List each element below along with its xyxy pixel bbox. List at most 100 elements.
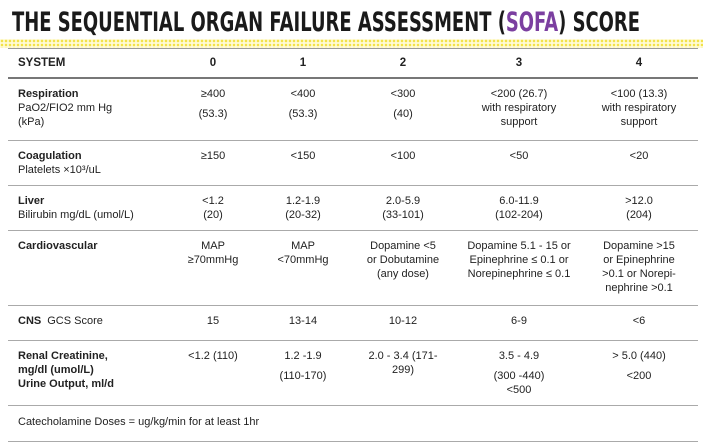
system-detail: GCS Score xyxy=(47,314,103,327)
cell-text: support xyxy=(500,116,538,128)
cell-text: ≥70mmHg xyxy=(187,253,239,266)
sofa-table: SYSTEM 0 1 2 3 4 Respiration PaO2/FIO2 mm Hg (k… xyxy=(8,48,698,442)
table-row: Respiration PaO2/FIO2 mm Hg (kPa) ≥400 (53.3… xyxy=(8,78,698,141)
title-text: THE SEQUENTIAL ORGAN FAILURE ASSESSMENT … xyxy=(12,7,640,38)
score-cell: Dopamine 5.1 - 15 or Epinephrine ≤ 0.1 or… xyxy=(458,230,580,306)
cell-text: <1.2 xyxy=(202,194,224,207)
table-row: Renal Creatinine, mg/dl (umol/L) Urine Out… xyxy=(8,340,698,406)
system-name: Respiration xyxy=(18,88,79,100)
score-cell: <20 xyxy=(580,140,698,186)
table-row: Coagulation Platelets ×10³/uL ≥150 <150 <100… xyxy=(8,140,698,186)
cell-text: >12.0 xyxy=(625,194,653,207)
cell-text: <200 (26.7) xyxy=(490,88,548,100)
score-cell: <200 (26.7) with respiratory support xyxy=(458,78,580,141)
cell-text: <500 xyxy=(506,383,532,396)
cell-text: (40) xyxy=(393,108,413,120)
dotted-strip xyxy=(0,39,703,48)
score-cell: ≥150 xyxy=(168,140,258,186)
header-cell: 1 xyxy=(258,48,348,79)
cell-text: or Epinephrine xyxy=(603,253,675,266)
system-name: Cardiovascular xyxy=(18,239,98,252)
cell-text: <400 xyxy=(290,88,316,100)
cell-text: (300 -440) xyxy=(493,369,545,382)
score-cell: <400 (53.3) xyxy=(258,78,348,141)
system-name: Urine Output, ml/d xyxy=(18,377,114,390)
cell-text: (any dose) xyxy=(377,267,429,280)
system-cell: Renal Creatinine, mg/dl (umol/L) Urine Out… xyxy=(8,340,168,406)
system-detail: Platelets ×10³/uL xyxy=(18,163,101,176)
score-cell: <50 xyxy=(458,140,580,186)
footnote-row: Catecholamine Doses = ug/kg/min for at l… xyxy=(8,405,698,442)
cell-text: 2.0-5.9 xyxy=(385,194,421,207)
score-cell: <100 xyxy=(348,140,458,186)
score-cell: 10-12 xyxy=(348,305,458,341)
header-cell: 2 xyxy=(348,48,458,79)
system-cell: CNS GCS Score xyxy=(8,305,168,341)
title-highlight: SOFA xyxy=(506,7,558,38)
cell-text: (20) xyxy=(203,208,223,221)
score-cell: 6.0-11.9 (102-204) xyxy=(458,185,580,231)
cell-text: (53.3) xyxy=(288,108,318,120)
score-cell: 1.2-1.9 (20-32) xyxy=(258,185,348,231)
score-cell: <1.2 (20) xyxy=(168,185,258,231)
cell-text: 3.5 - 4.9 xyxy=(498,349,540,362)
table-row: Liver Bilirubin mg/dL (umol/L) <1.2 (20) 1.2… xyxy=(8,185,698,231)
cell-text: >0.1 or Norepi- xyxy=(602,267,676,280)
system-detail: Bilirubin mg/dL (umol/L) xyxy=(18,208,134,221)
score-cell: <150 xyxy=(258,140,348,186)
cell-text: (53.3) xyxy=(198,108,228,120)
footnote: Catecholamine Doses = ug/kg/min for at l… xyxy=(8,405,698,442)
cell-text: Dopamine >15 xyxy=(603,239,675,252)
system-name: Renal Creatinine, xyxy=(18,349,108,362)
score-cell: <300 (40) xyxy=(348,78,458,141)
header-cell: 3 xyxy=(458,48,580,79)
score-cell: <1.2 (110) xyxy=(168,340,258,406)
score-cell: 3.5 - 4.9 (300 -440) <500 xyxy=(458,340,580,406)
system-detail: PaO2/FIO2 mm Hg xyxy=(18,102,113,114)
score-cell: ≥400 (53.3) xyxy=(168,78,258,141)
cell-text: 1.2 -1.9 xyxy=(284,349,322,362)
cell-text: nephrine >0.1 xyxy=(605,281,673,294)
cell-text: Norepinephrine ≤ 0.1 xyxy=(467,267,571,280)
score-cell: <100 (13.3) with respiratory support xyxy=(580,78,698,141)
score-cell: <6 xyxy=(580,305,698,341)
cell-text: Dopamine <5 xyxy=(370,239,436,252)
cell-text: <50 xyxy=(509,149,529,162)
cell-text: 13-14 xyxy=(288,314,318,327)
cell-text: <20 xyxy=(629,149,649,162)
cell-text: <100 xyxy=(390,149,416,162)
title: THE SEQUENTIAL ORGAN FAILURE ASSESSMENT … xyxy=(12,7,640,38)
title-before: THE SEQUENTIAL ORGAN FAILURE ASSESSMENT … xyxy=(12,7,506,38)
cell-text: (33-101) xyxy=(382,208,424,221)
cell-text: <200 xyxy=(626,369,652,382)
system-name: mg/dl (umol/L) xyxy=(18,363,94,376)
score-cell: 15 xyxy=(168,305,258,341)
system-detail: (kPa) xyxy=(18,116,45,128)
system-cell: Coagulation Platelets ×10³/uL xyxy=(8,140,168,186)
cell-text: 299) xyxy=(391,363,415,376)
header-cell: 0 xyxy=(168,48,258,79)
cell-text: 6.0-11.9 xyxy=(499,194,539,207)
cell-text: <300 xyxy=(390,88,416,100)
cell-text: <150 xyxy=(290,149,316,162)
header-row: SYSTEM 0 1 2 3 4 xyxy=(8,48,698,79)
header-cell: 4 xyxy=(580,48,698,79)
system-name: CNS xyxy=(18,314,42,327)
cell-text: 1.2-1.9 xyxy=(285,194,321,207)
cell-text: 15 xyxy=(206,314,220,327)
score-cell: 13-14 xyxy=(258,305,348,341)
cell-text: > 5.0 (440) xyxy=(612,349,666,362)
score-cell: Dopamine >15 or Epinephrine >0.1 or Norepi… xyxy=(580,230,698,306)
cell-text: or Dobutamine xyxy=(366,253,440,266)
cell-text: support xyxy=(620,116,658,128)
cell-text: <100 (13.3) xyxy=(610,88,668,100)
cell-text: MAP xyxy=(291,239,315,252)
score-cell: MAP <70mmHg xyxy=(258,230,348,306)
score-cell: Dopamine <5 or Dobutamine (any dose) xyxy=(348,230,458,306)
cell-text: with respiratory xyxy=(481,102,557,114)
system-cell: Respiration PaO2/FIO2 mm Hg (kPa) xyxy=(8,78,168,141)
system-cell: Liver Bilirubin mg/dL (umol/L) xyxy=(8,185,168,231)
cell-text: (102-204) xyxy=(495,208,543,221)
score-cell: 2.0-5.9 (33-101) xyxy=(348,185,458,231)
